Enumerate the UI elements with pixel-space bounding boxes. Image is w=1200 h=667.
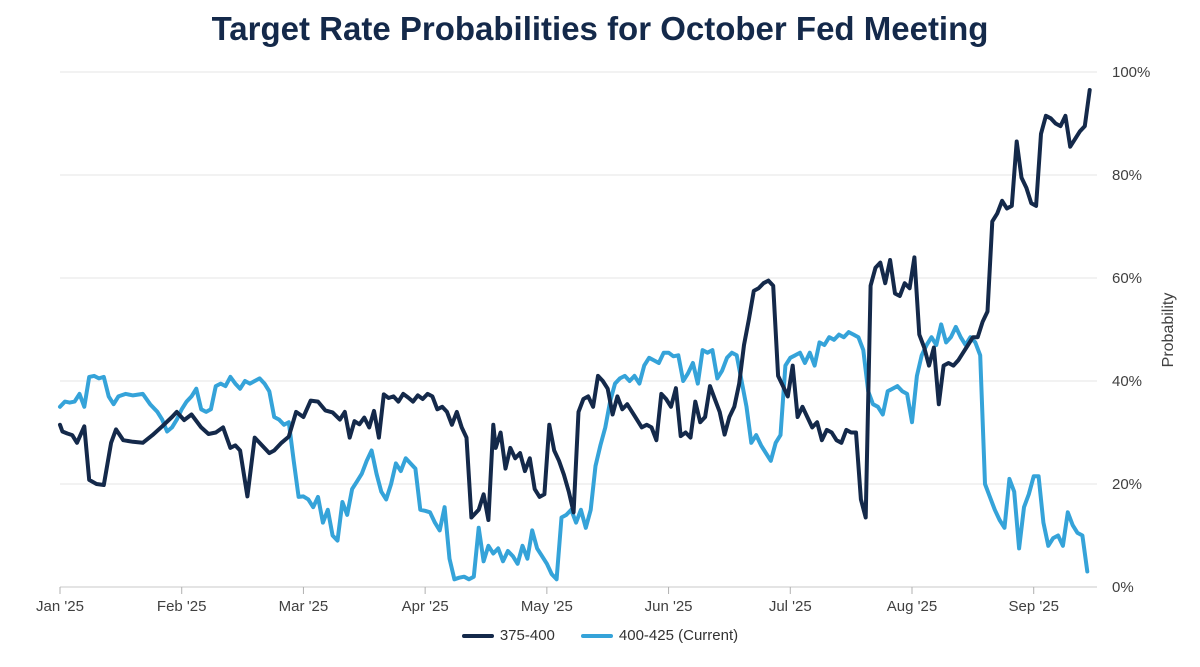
y-tick-label: 100%	[1112, 64, 1150, 81]
x-tick-label: Jun '25	[645, 598, 693, 615]
series-line-375-400	[58, 88, 1092, 522]
legend-swatch	[461, 633, 494, 638]
x-tick-label: Aug '25	[887, 598, 937, 615]
legend: 375-400 400-425 (Current)	[0, 627, 1200, 644]
legend-label: 375-400	[499, 627, 555, 644]
x-tick-label: May '25	[521, 598, 573, 615]
series-line-400-425	[58, 322, 1090, 582]
x-tick-label: Jan '25	[36, 598, 84, 615]
x-tick-label: Sep '25	[1009, 598, 1059, 615]
y-tick-label: 40%	[1112, 373, 1142, 390]
legend-label: 400-425 (Current)	[618, 627, 739, 644]
series-lines	[58, 88, 1092, 582]
y-tick-label: 80%	[1112, 167, 1142, 184]
x-axis: Jan '25 Feb '25 Mar '25 Apr '25 May '25 Jun '…	[36, 587, 1059, 615]
y-axis-label: Probability	[1160, 293, 1177, 368]
legend-swatch	[580, 633, 613, 638]
chart-title: Target Rate Probabilities for October Fe…	[211, 10, 989, 47]
x-tick-label: Mar '25	[279, 598, 329, 615]
y-axis: 0% 20% 40% 60% 80% 100%	[1112, 64, 1150, 596]
x-tick-label: Feb '25	[157, 598, 207, 615]
y-tick-label: 60%	[1112, 270, 1142, 287]
legend-item-400-425: 400-425 (Current)	[580, 627, 739, 644]
y-tick-label: 20%	[1112, 476, 1142, 493]
x-tick-label: Jul '25	[769, 598, 812, 615]
legend-item-375-400: 375-400	[461, 627, 555, 644]
y-tick-label: 0%	[1112, 579, 1134, 596]
x-tick-label: Apr '25	[402, 598, 449, 615]
